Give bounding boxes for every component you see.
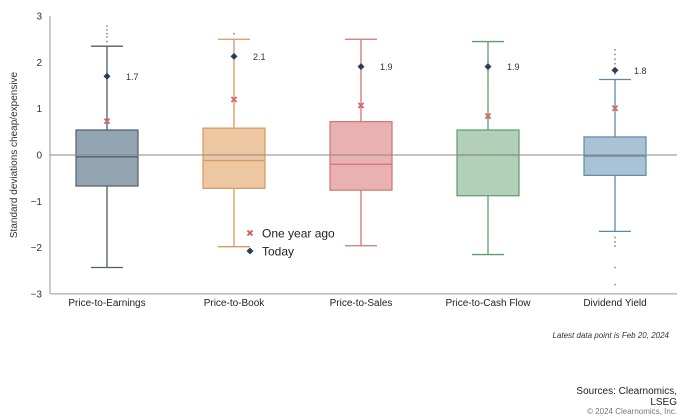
- one-year-ago-marker: [357, 102, 365, 109]
- one-year-ago-marker: [103, 117, 111, 125]
- outlier-point: [106, 36, 108, 38]
- y-axis-label: Standard deviations cheap/expensive: [9, 71, 20, 238]
- one-year-ago-marker: [611, 105, 619, 112]
- outlier-point: [106, 25, 108, 28]
- one-year-ago-marker: [484, 112, 492, 120]
- today-marker: [103, 72, 111, 80]
- outlier-point: [106, 40, 108, 43]
- today-data-label: 1.9: [507, 62, 520, 72]
- box-2: Price-to-Sales: [329, 38, 393, 309]
- x-tick-label: Dividend Yield: [583, 298, 646, 309]
- x-tick-label: Price-to-Earnings: [68, 298, 145, 309]
- today-marker: [611, 66, 619, 74]
- legend-today-marker: [246, 247, 254, 255]
- y-tick-label: 1: [36, 104, 42, 115]
- today-data-label: 1.9: [380, 62, 393, 72]
- today-data-label: 1.8: [634, 66, 647, 76]
- y-tick-label: 2: [36, 58, 42, 69]
- box-rect: [202, 127, 266, 189]
- sources: Sources: Clearnomics, LSEG: [557, 386, 677, 408]
- box-4: Dividend Yield: [583, 48, 647, 309]
- y-tick-label: −2: [31, 243, 43, 254]
- x-tick-label: Price-to-Sales: [330, 298, 393, 309]
- sources-line-2: LSEG: [650, 397, 677, 408]
- box-3: Price-to-Cash Flow: [445, 40, 531, 309]
- box-rect: [75, 129, 139, 187]
- box-rect: [329, 121, 393, 191]
- x-tick-label: Price-to-Book: [204, 298, 266, 309]
- y-tick-label: 3: [36, 12, 42, 23]
- outlier-point: [614, 48, 616, 51]
- legend-today-label: Today: [262, 245, 294, 259]
- y-tick-label: 0: [36, 151, 42, 162]
- footnote: Latest data point is Feb 20, 2024: [552, 331, 669, 340]
- y-tick-label: −3: [31, 289, 43, 300]
- outlier-point: [614, 73, 616, 75]
- copyright: © 2024 Clearnomics, Inc.: [587, 407, 677, 416]
- box-rect: [456, 129, 520, 197]
- legend-one-year-ago-marker: [246, 229, 254, 237]
- outlier-point: [614, 245, 616, 248]
- outlier-point: [614, 58, 616, 61]
- outlier-point: [106, 32, 108, 35]
- outlier-point: [614, 241, 616, 243]
- today-marker: [357, 63, 365, 71]
- outlier-point: [233, 32, 235, 35]
- outlier-point: [106, 29, 108, 31]
- legend-one-year-ago-label: One year ago: [262, 227, 335, 241]
- outlier-point: [614, 283, 616, 286]
- outlier-point: [614, 266, 616, 269]
- box-0: Price-to-Earnings: [68, 25, 146, 309]
- box-layer: Price-to-Earnings Price-to-Book Price-to-S…: [50, 25, 677, 309]
- today-data-label: 2.1: [253, 52, 266, 62]
- outlier-point: [614, 62, 616, 65]
- today-marker: [484, 63, 492, 71]
- sources-line-1: Sources: Clearnomics,: [576, 386, 677, 397]
- one-year-ago-marker: [230, 96, 238, 103]
- y-tick-label: −1: [31, 197, 43, 208]
- today-marker: [230, 52, 238, 60]
- box-1: Price-to-Book: [202, 32, 266, 309]
- legend: One year ago Today: [246, 227, 335, 259]
- today-data-label: 1.7: [126, 72, 139, 82]
- box-plot-chart: Standard deviations cheap/expensive 3 2 1 0 −…: [9, 12, 677, 309]
- outlier-point: [614, 236, 616, 239]
- outlier-point: [614, 53, 616, 56]
- x-tick-label: Price-to-Cash Flow: [445, 298, 531, 309]
